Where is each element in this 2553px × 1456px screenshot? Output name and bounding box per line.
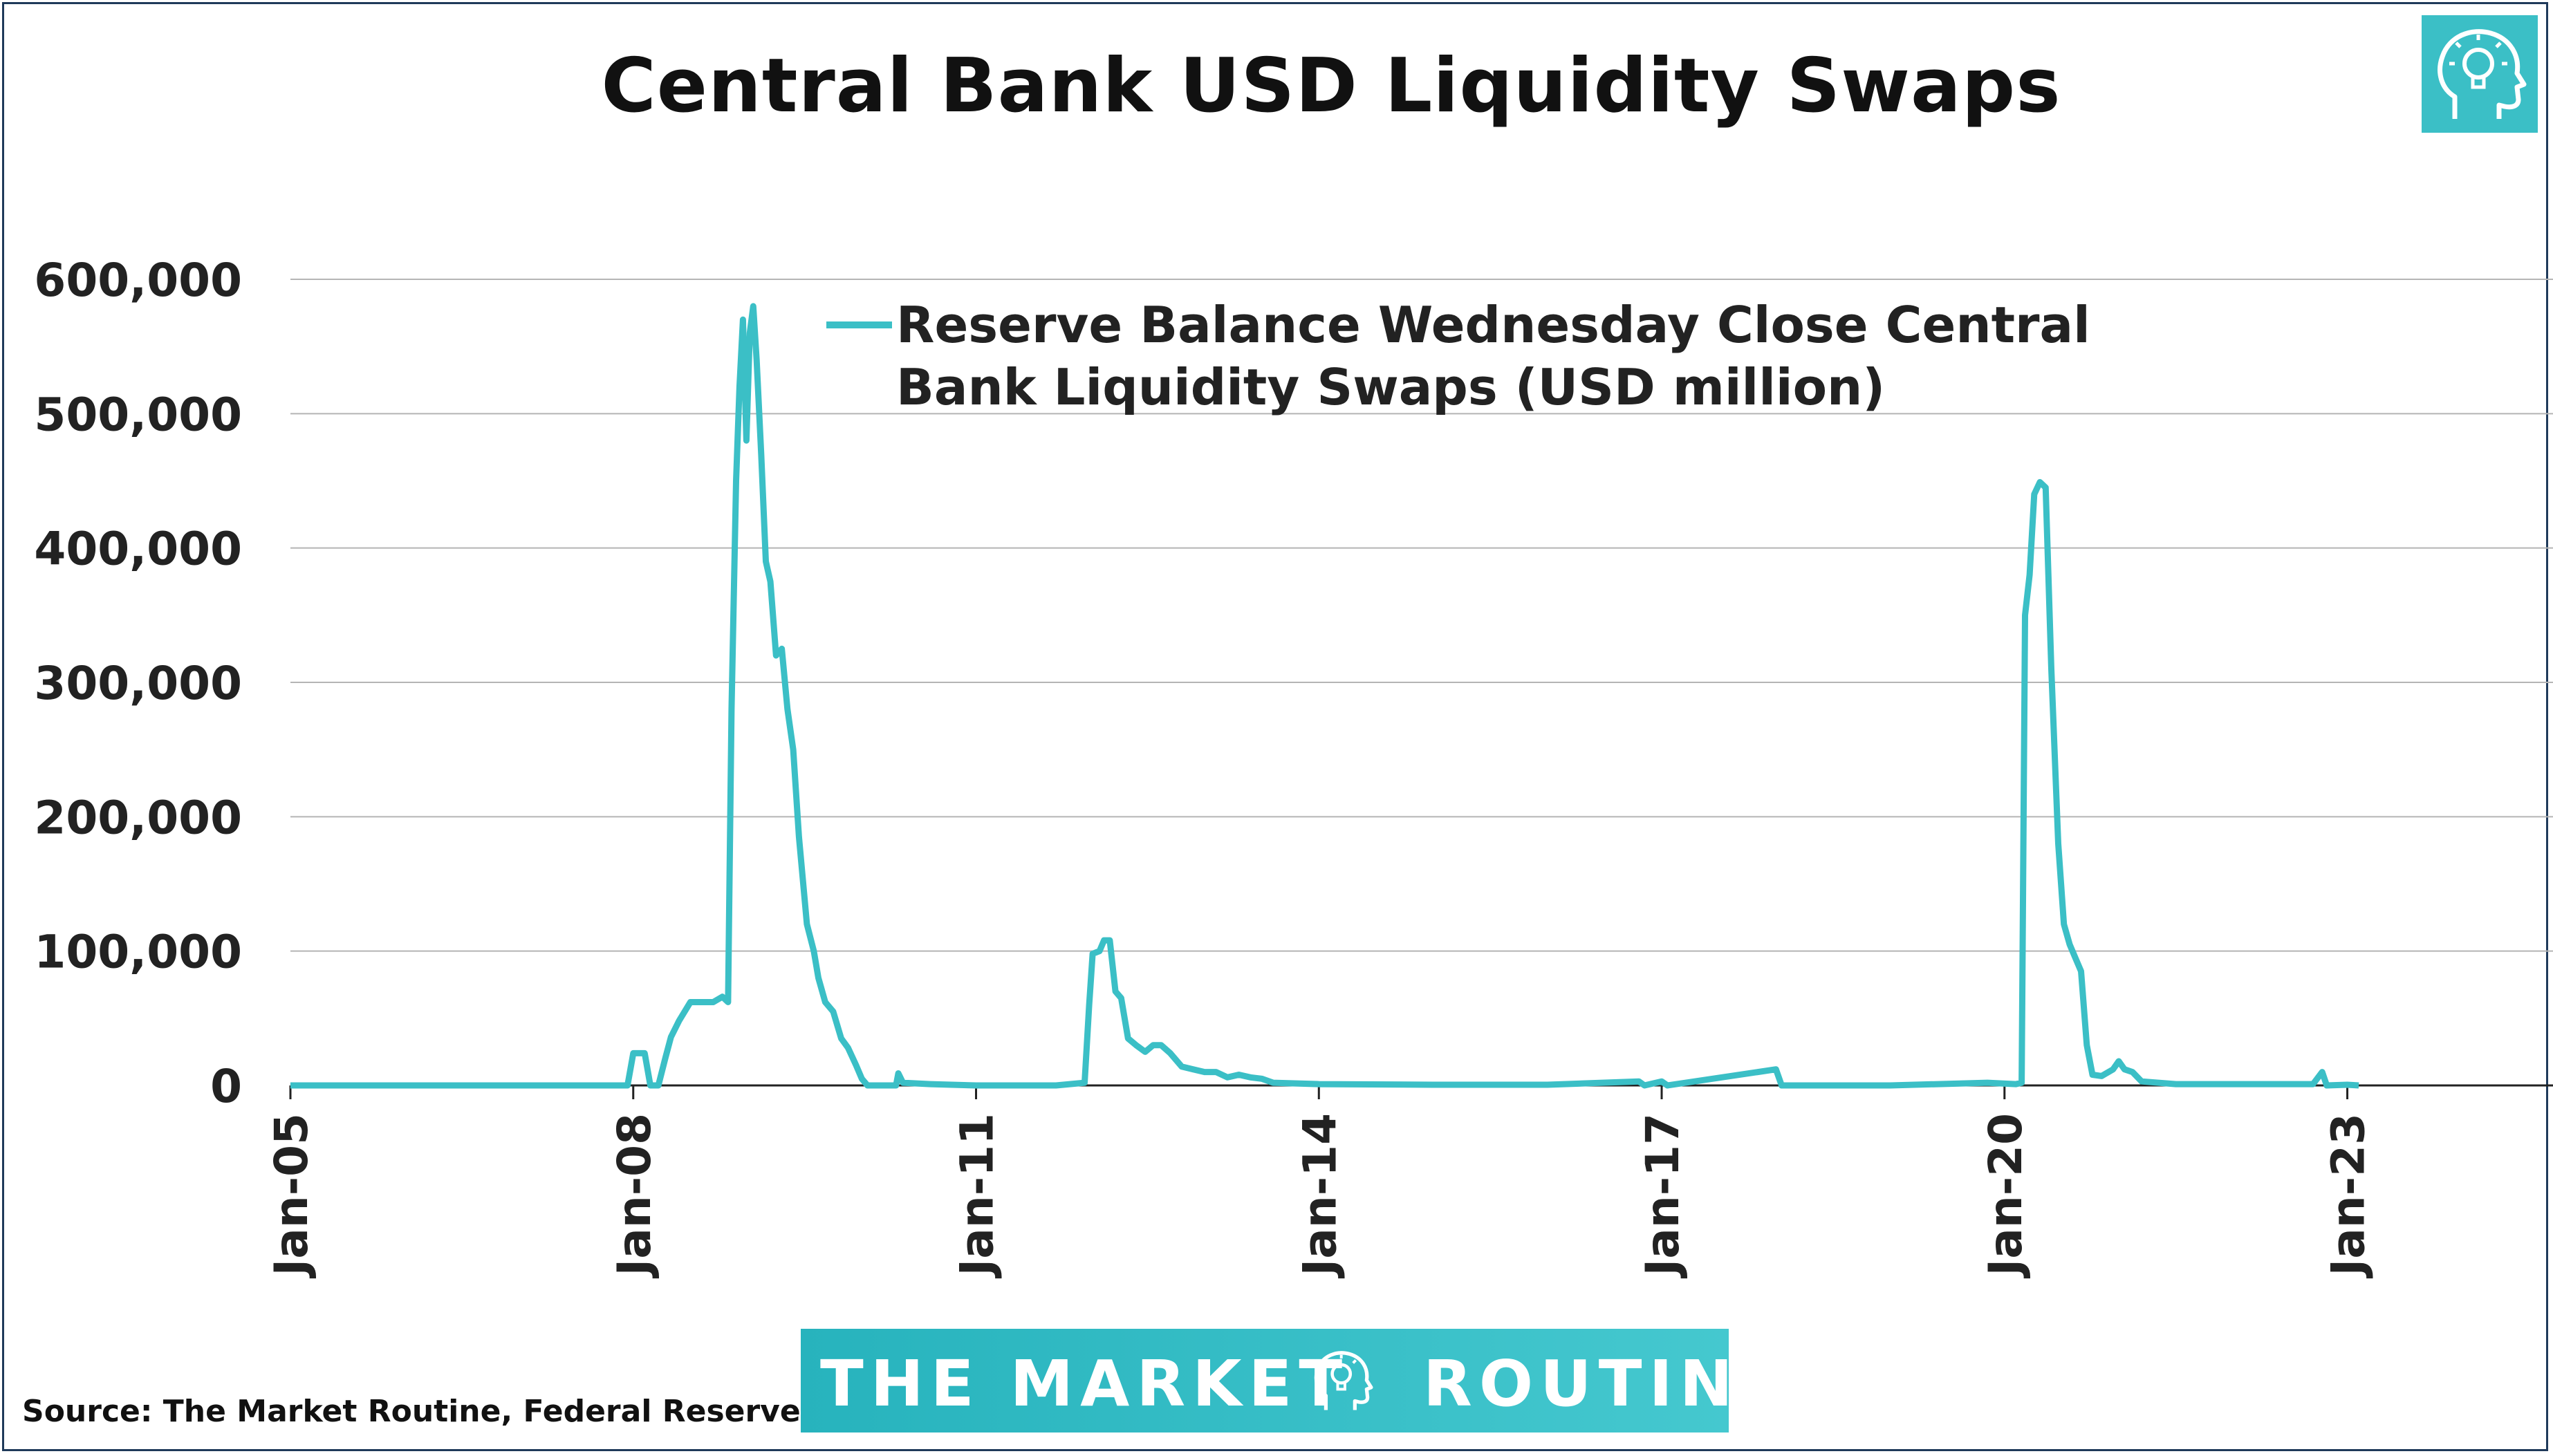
y-tick-label: 100,000	[34, 926, 242, 979]
series-lines	[290, 303, 2359, 1089]
gridlines	[290, 279, 2553, 952]
logo-badge	[2422, 15, 2538, 133]
x-tick-label: Jan-23	[2322, 1113, 2375, 1278]
legend-label-line-2: Bank Liquidity Swaps (USD million)	[896, 358, 1885, 416]
y-tick-label: 500,000	[34, 388, 242, 441]
x-tick-label: Jan-08	[608, 1113, 661, 1278]
x-axis-tick-labels: Jan-05 Jan-08 Jan-11 Jan-14 Jan-17 Jan-20 Jan-…	[265, 1113, 2375, 1278]
y-tick-label: 600,000	[34, 254, 242, 307]
legend: Reserve Balance Wednesday Close Central …	[826, 296, 2090, 416]
source-note: Source: The Market Routine, Federal Rese…	[22, 1394, 801, 1429]
y-tick-label: 0	[210, 1060, 242, 1113]
y-axis-tick-labels: 0 100,000 200,000 300,000 400,000 500,000 600,…	[34, 254, 242, 1113]
x-tick-label: Jan-11	[951, 1113, 1004, 1278]
x-tick-label: Jan-17	[1636, 1113, 1689, 1278]
banner-text-left: THE MARKET	[820, 1347, 1350, 1421]
series-line	[290, 303, 2359, 1089]
y-tick-label: 200,000	[34, 791, 242, 844]
x-tick-label: Jan-14	[1293, 1113, 1346, 1278]
brand-banner: THE MARKET ROUTINE	[801, 1329, 1783, 1432]
y-tick-label: 300,000	[34, 657, 242, 710]
x-tick-label: Jan-20	[1979, 1113, 2032, 1278]
lightbulb-head-icon	[1314, 1351, 1373, 1410]
legend-label-line-1: Reserve Balance Wednesday Close Central	[896, 296, 2090, 354]
chart-title: Central Bank USD Liquidity Swaps	[601, 43, 2061, 129]
lightbulb-head-icon	[2438, 29, 2527, 119]
banner-text-right: ROUTINE	[1423, 1347, 1790, 1421]
y-tick-label: 400,000	[34, 523, 242, 576]
x-tick-label: Jan-05	[265, 1113, 318, 1278]
